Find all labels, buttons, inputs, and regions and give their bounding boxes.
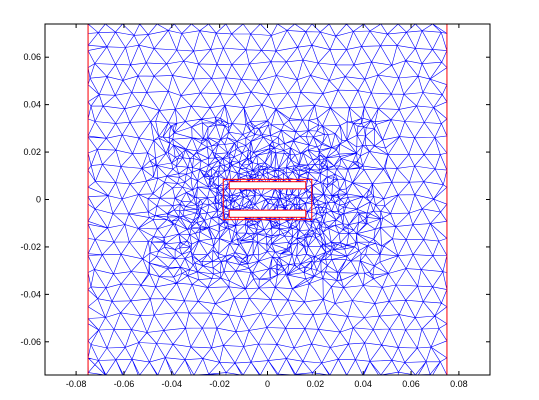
y-tick-label: -0.02 bbox=[20, 242, 41, 252]
y-axis-ticks: -0.06 -0.04 -0.02 0 0.02 0.04 0.06 bbox=[20, 52, 490, 347]
x-tick-label: 0.02 bbox=[307, 379, 325, 389]
y-tick-label: -0.04 bbox=[20, 289, 41, 299]
x-tick-label: -0.04 bbox=[162, 379, 183, 389]
y-tick-label: 0.04 bbox=[23, 100, 41, 110]
x-tick-label: -0.08 bbox=[66, 379, 87, 389]
y-tick-label: 0 bbox=[36, 195, 41, 205]
conductor-1 bbox=[228, 181, 307, 190]
y-tick-label: 0.06 bbox=[23, 52, 41, 62]
x-tick-label: -0.06 bbox=[114, 379, 135, 389]
x-tick-label: 0 bbox=[265, 379, 270, 389]
x-axis-ticks: -0.08 -0.06 -0.04 -0.02 0 0.02 0.04 0.06 0.08 bbox=[66, 24, 468, 389]
x-tick-label: 0.04 bbox=[354, 379, 372, 389]
x-tick-label: -0.02 bbox=[209, 379, 230, 389]
y-tick-label: -0.06 bbox=[20, 337, 41, 347]
x-tick-label: 0.06 bbox=[402, 379, 420, 389]
x-tick-label: 0.08 bbox=[450, 379, 468, 389]
domain-boundary bbox=[87, 24, 448, 375]
y-tick-label: 0.02 bbox=[23, 147, 41, 157]
conductor-2 bbox=[228, 209, 307, 218]
boundary-layer bbox=[87, 24, 448, 375]
conductor-frame bbox=[222, 178, 313, 221]
